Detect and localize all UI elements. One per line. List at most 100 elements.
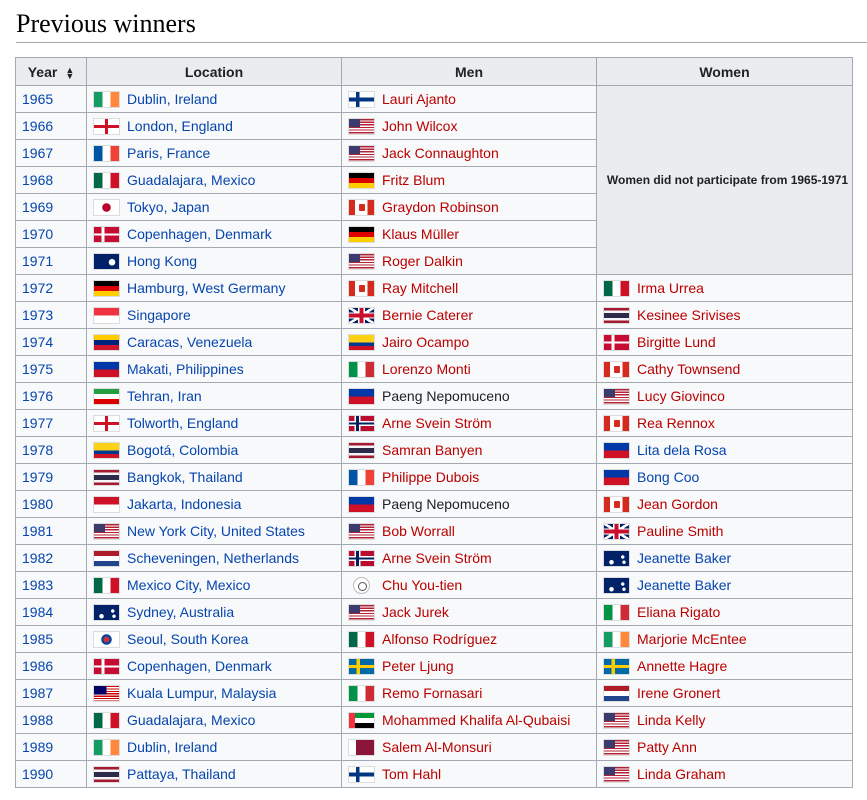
- year-cell[interactable]: 1965: [15, 85, 87, 113]
- location-link[interactable]: Hong Kong: [127, 253, 198, 269]
- germany-flag-icon[interactable]: [348, 225, 375, 243]
- england-flag-icon[interactable]: [93, 117, 120, 135]
- thailand-flag-icon[interactable]: [93, 765, 120, 783]
- thailand-flag-icon[interactable]: [603, 306, 630, 324]
- sort-icon[interactable]: ▲ ▼: [65, 64, 75, 81]
- iran-flag-icon[interactable]: [93, 387, 120, 405]
- women-link[interactable]: Marjorie McEntee: [637, 631, 747, 647]
- sweden-flag-icon[interactable]: [348, 657, 375, 675]
- women-link[interactable]: Cathy Townsend: [637, 361, 741, 377]
- philippines-flag-icon[interactable]: [348, 495, 375, 513]
- year-cell[interactable]: 1983: [15, 571, 87, 599]
- women-link[interactable]: Kesinee Srivises: [637, 307, 741, 323]
- year-cell[interactable]: 1967: [15, 139, 87, 167]
- men-link[interactable]: Arne Svein Ström: [382, 550, 492, 566]
- men-link[interactable]: Tom Hahl: [382, 766, 442, 782]
- united-states-flag-icon[interactable]: [348, 603, 375, 621]
- location-link[interactable]: Tokyo, Japan: [127, 199, 210, 215]
- australia-flag-icon[interactable]: [603, 549, 630, 567]
- sweden-flag-icon[interactable]: [603, 657, 630, 675]
- south-korea-flag-icon[interactable]: [93, 630, 120, 648]
- united-states-flag-icon[interactable]: [603, 387, 630, 405]
- women-link[interactable]: Rea Rennox: [637, 415, 715, 431]
- location-link[interactable]: Bangkok, Thailand: [127, 469, 243, 485]
- england-flag-icon[interactable]: [93, 414, 120, 432]
- men-link[interactable]: Salem Al-Monsuri: [382, 739, 492, 755]
- location-link[interactable]: Kuala Lumpur, Malaysia: [127, 685, 277, 701]
- norway-flag-icon[interactable]: [348, 414, 375, 432]
- mexico-flag-icon[interactable]: [93, 711, 120, 729]
- women-link[interactable]: Linda Graham: [637, 766, 726, 782]
- location-link[interactable]: Tolworth, England: [127, 415, 239, 431]
- colombia-flag-icon[interactable]: [93, 441, 120, 459]
- location-link[interactable]: Copenhagen, Denmark: [127, 658, 272, 674]
- location-link[interactable]: Dublin, Ireland: [127, 739, 218, 755]
- mexico-flag-icon[interactable]: [348, 630, 375, 648]
- location-link[interactable]: Jakarta, Indonesia: [127, 496, 242, 512]
- thailand-flag-icon[interactable]: [93, 468, 120, 486]
- men-link[interactable]: Lorenzo Monti: [382, 361, 471, 377]
- men-link[interactable]: Alfonso Rodríguez: [382, 631, 498, 647]
- united-states-flag-icon[interactable]: [93, 522, 120, 540]
- men-link[interactable]: Fritz Blum: [382, 172, 445, 188]
- year-cell[interactable]: 1989: [15, 733, 87, 761]
- hong-kong-flag-icon[interactable]: [93, 252, 120, 270]
- finland-flag-icon[interactable]: [348, 90, 375, 108]
- year-cell[interactable]: 1977: [15, 409, 87, 437]
- year-cell[interactable]: 1979: [15, 463, 87, 491]
- uae-flag-icon[interactable]: [348, 711, 375, 729]
- netherlands-flag-icon[interactable]: [603, 684, 630, 702]
- year-cell[interactable]: 1966: [15, 112, 87, 140]
- location-link[interactable]: Paris, France: [127, 145, 211, 161]
- ireland-flag-icon[interactable]: [93, 738, 120, 756]
- men-link[interactable]: Bernie Caterer: [382, 307, 474, 323]
- men-link[interactable]: Jairo Ocampo: [382, 334, 470, 350]
- australia-flag-icon[interactable]: [93, 603, 120, 621]
- women-link[interactable]: Pauline Smith: [637, 523, 724, 539]
- women-link[interactable]: Jean Gordon: [637, 496, 718, 512]
- men-link[interactable]: Lauri Ajanto: [382, 91, 456, 107]
- location-link[interactable]: Guadalajara, Mexico: [127, 172, 256, 188]
- year-cell[interactable]: 1981: [15, 517, 87, 545]
- united-states-flag-icon[interactable]: [348, 522, 375, 540]
- france-flag-icon[interactable]: [348, 468, 375, 486]
- women-link[interactable]: Lita dela Rosa: [637, 442, 727, 458]
- year-cell[interactable]: 1988: [15, 706, 87, 734]
- malaysia-flag-icon[interactable]: [93, 684, 120, 702]
- women-link[interactable]: Linda Kelly: [637, 712, 706, 728]
- men-link[interactable]: Graydon Robinson: [382, 199, 499, 215]
- germany-flag-icon[interactable]: [93, 279, 120, 297]
- year-cell[interactable]: 1971: [15, 247, 87, 275]
- year-cell[interactable]: 1984: [15, 598, 87, 626]
- men-link[interactable]: Mohammed Khalifa Al-Qubaisi: [382, 712, 571, 728]
- united-states-flag-icon[interactable]: [603, 711, 630, 729]
- men-link[interactable]: Remo Fornasari: [382, 685, 483, 701]
- location-link[interactable]: London, England: [127, 118, 233, 134]
- men-link[interactable]: Bob Worrall: [382, 523, 455, 539]
- france-flag-icon[interactable]: [93, 144, 120, 162]
- colombia-flag-icon[interactable]: [348, 333, 375, 351]
- united-states-flag-icon[interactable]: [348, 252, 375, 270]
- italy-flag-icon[interactable]: [348, 684, 375, 702]
- year-cell[interactable]: 1976: [15, 382, 87, 410]
- year-cell[interactable]: 1970: [15, 220, 87, 248]
- location-link[interactable]: Bogotá, Colombia: [127, 442, 239, 458]
- thailand-flag-icon[interactable]: [348, 441, 375, 459]
- italy-flag-icon[interactable]: [348, 360, 375, 378]
- united-states-flag-icon[interactable]: [603, 738, 630, 756]
- men-link[interactable]: Chu You-tien: [382, 577, 463, 593]
- ireland-flag-icon[interactable]: [93, 90, 120, 108]
- philippines-flag-icon[interactable]: [93, 360, 120, 378]
- chinese-taipei-flag-icon[interactable]: [353, 576, 370, 594]
- japan-flag-icon[interactable]: [93, 198, 120, 216]
- location-link[interactable]: Hamburg, West Germany: [127, 280, 286, 296]
- men-link[interactable]: Paeng Nepomuceno: [382, 388, 510, 404]
- denmark-flag-icon[interactable]: [93, 225, 120, 243]
- year-cell[interactable]: 1968: [15, 166, 87, 194]
- women-link[interactable]: Jeanette Baker: [637, 550, 732, 566]
- women-link[interactable]: Annette Hagre: [637, 658, 728, 674]
- indonesia-flag-icon[interactable]: [93, 495, 120, 513]
- netherlands-flag-icon[interactable]: [93, 549, 120, 567]
- united-kingdom-flag-icon[interactable]: [603, 522, 630, 540]
- canada-flag-icon[interactable]: [603, 414, 630, 432]
